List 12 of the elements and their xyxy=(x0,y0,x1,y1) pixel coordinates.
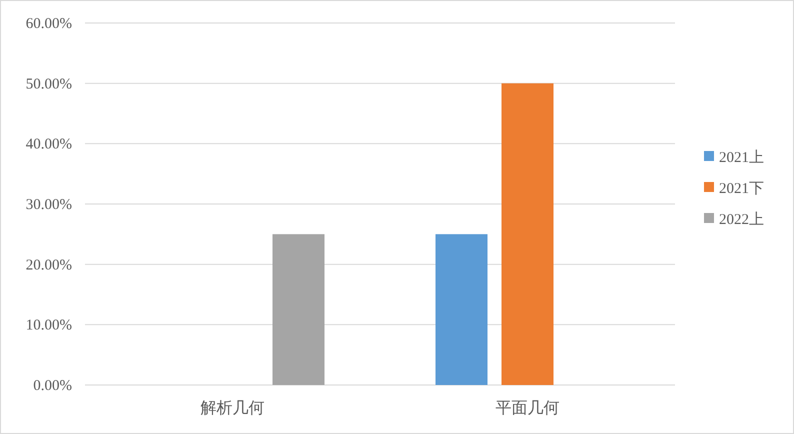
y-tick-label: 0.00% xyxy=(33,378,72,394)
y-tick-label: 30.00% xyxy=(26,197,72,213)
x-tick-label: 解析几何 xyxy=(200,400,264,417)
legend-label: 2022上 xyxy=(719,211,764,228)
y-tick-label: 10.00% xyxy=(26,318,72,334)
y-tick-label: 50.00% xyxy=(26,76,72,92)
x-tick-label: 平面几何 xyxy=(496,400,560,417)
legend-label: 2021上 xyxy=(719,149,764,166)
y-tick-label: 60.00% xyxy=(26,16,72,32)
legend-label: 2021下 xyxy=(719,181,764,197)
y-tick-label: 40.00% xyxy=(26,136,72,153)
y-tick-label: 20.00% xyxy=(26,257,72,274)
